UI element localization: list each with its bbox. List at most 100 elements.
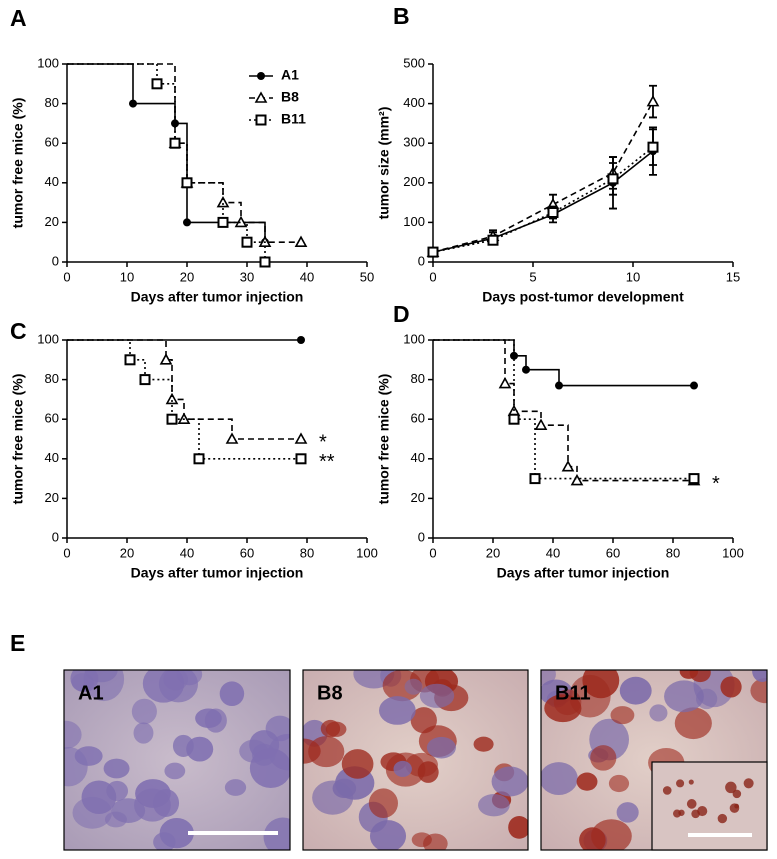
panel-label: A: [10, 5, 27, 31]
marker: [183, 218, 191, 227]
cell: [134, 788, 171, 822]
marker: [259, 256, 271, 268]
cell: [172, 734, 194, 757]
x-tick-label: 20: [120, 545, 134, 560]
cell: [159, 818, 194, 849]
marker: [529, 473, 541, 485]
cell: [103, 758, 130, 779]
y-tick-label: 80: [411, 371, 425, 386]
marker: [498, 376, 512, 389]
annotation: **: [319, 451, 335, 473]
series-line: [432, 146, 654, 253]
cell: [164, 762, 186, 780]
cell: [411, 832, 432, 848]
series-line: [433, 339, 694, 480]
panel-label: E: [10, 630, 25, 656]
image-label: A1: [78, 682, 104, 704]
y-tick-label: 80: [45, 371, 59, 386]
marker: [241, 236, 253, 248]
cell: [419, 683, 455, 708]
granule: [729, 803, 740, 813]
marker: [487, 234, 499, 246]
marker: [216, 195, 230, 208]
micrograph: [64, 670, 290, 850]
granule: [717, 813, 728, 824]
x-tick-label: 20: [180, 269, 194, 284]
y-tick-label: 80: [45, 95, 59, 110]
granule: [676, 779, 685, 788]
cell: [478, 793, 510, 817]
x-tick-label: 15: [726, 269, 740, 284]
y-tick-label: 0: [52, 529, 59, 544]
cell: [404, 678, 423, 695]
series-line: [67, 339, 301, 440]
x-tick-label: 100: [356, 545, 378, 560]
cell: [195, 708, 222, 728]
y-tick-label: 100: [403, 214, 425, 229]
y-tick-label: 60: [45, 411, 59, 426]
image-label: B11: [555, 682, 591, 704]
marker: [561, 460, 575, 472]
x-axis-title: Days after tumor injection: [497, 565, 670, 581]
marker: [690, 381, 698, 390]
legend-label: B8: [281, 89, 299, 105]
granule: [725, 781, 737, 794]
marker: [257, 72, 265, 80]
panel-label: C: [10, 318, 27, 344]
x-tick-label: 5: [529, 269, 536, 284]
cell: [649, 704, 668, 722]
cell: [674, 707, 712, 740]
marker: [570, 473, 584, 486]
marker: [193, 453, 205, 465]
granule: [686, 799, 697, 809]
x-tick-label: 40: [180, 545, 194, 560]
cell: [393, 760, 412, 777]
panel-label: B: [393, 3, 410, 29]
cell: [131, 698, 157, 725]
cell: [616, 802, 639, 823]
cell: [576, 772, 598, 791]
x-tick-label: 40: [300, 269, 314, 284]
y-tick-label: 400: [403, 95, 425, 110]
series-line: [432, 150, 654, 253]
marker: [225, 432, 239, 444]
cell: [720, 676, 742, 698]
x-axis-title: Days after tumor injection: [131, 565, 304, 581]
granule: [688, 779, 694, 785]
marker: [294, 432, 308, 444]
series-line: [67, 63, 301, 243]
x-axis-title: Days after tumor injection: [131, 289, 304, 305]
x-tick-label: 60: [606, 545, 620, 560]
micrograph-frame: [302, 669, 529, 851]
y-tick-label: 0: [52, 253, 59, 268]
series-line: [67, 339, 301, 460]
marker: [171, 119, 179, 128]
marker: [297, 336, 305, 344]
marker: [647, 141, 659, 153]
cell: [219, 681, 245, 707]
x-tick-label: 60: [240, 545, 254, 560]
cell: [750, 678, 767, 704]
marker: [124, 354, 136, 366]
marker: [129, 99, 137, 108]
cell: [368, 788, 398, 818]
cell: [81, 780, 117, 815]
x-tick-label: 50: [360, 269, 374, 284]
marker: [688, 473, 700, 485]
y-tick-label: 40: [45, 174, 59, 189]
marker: [165, 392, 179, 405]
y-tick-label: 0: [418, 529, 425, 544]
x-tick-label: 0: [63, 545, 70, 560]
x-tick-label: 100: [722, 545, 744, 560]
series-line: [433, 339, 694, 387]
cell: [541, 762, 578, 795]
y-tick-label: 500: [403, 55, 425, 70]
cell: [491, 766, 528, 797]
y-axis-title: tumor free mice (%): [376, 374, 392, 505]
x-tick-label: 80: [300, 545, 314, 560]
granule: [678, 809, 685, 816]
marker: [166, 413, 178, 425]
x-tick-label: 0: [63, 269, 70, 284]
x-tick-label: 40: [546, 545, 560, 560]
